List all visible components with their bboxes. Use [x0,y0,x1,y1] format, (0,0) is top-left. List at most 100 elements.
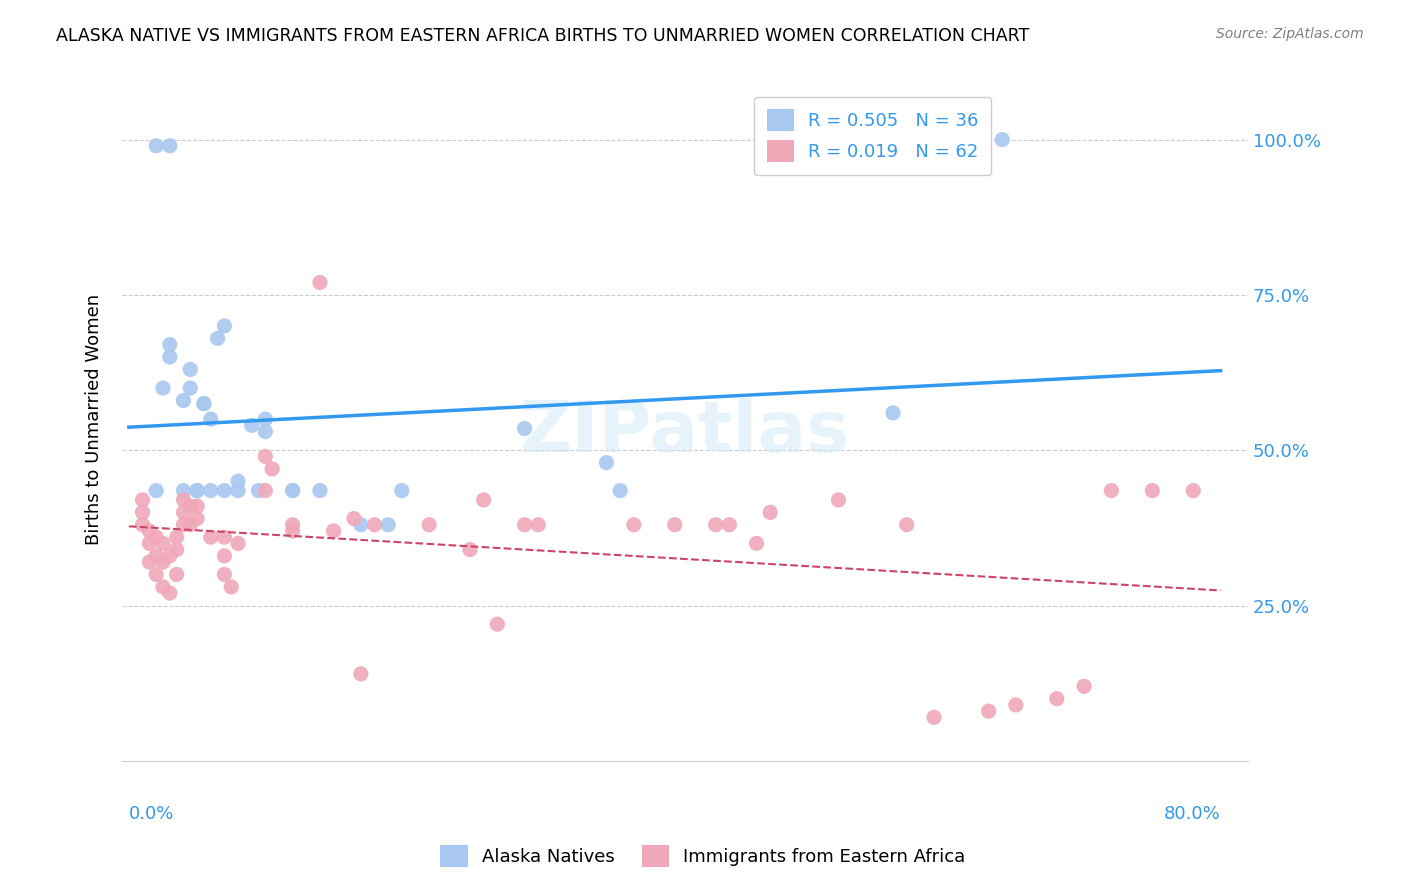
Point [527,517,550,532]
Point [977,704,1000,718]
Point [896,517,918,532]
Point [486,617,509,632]
Point [179,362,201,376]
Point [145,483,167,498]
Point [152,580,174,594]
Point [247,483,270,498]
Point [179,381,201,395]
Point [513,421,536,435]
Point [159,337,181,351]
Point [226,475,249,489]
Point [214,318,236,333]
Point [322,524,344,538]
Legend: R = 0.505   N = 36, R = 0.019   N = 62: R = 0.505 N = 36, R = 0.019 N = 62 [754,96,991,175]
Point [281,483,304,498]
Text: ZIPatlas: ZIPatlas [520,399,851,467]
Point [254,412,277,426]
Text: 0.0%: 0.0% [129,805,174,823]
Point [254,450,277,464]
Point [131,505,153,519]
Point [991,132,1014,146]
Point [159,549,181,563]
Point [145,549,167,563]
Point [186,499,208,513]
Point [172,483,194,498]
Point [281,524,304,538]
Point [1142,483,1164,498]
Point [922,710,945,724]
Point [377,517,399,532]
Point [172,505,194,519]
Point [595,456,617,470]
Point [152,536,174,550]
Point [186,483,208,498]
Point [343,511,366,525]
Point [159,586,181,600]
Point [418,517,440,532]
Point [145,138,167,153]
Text: ALASKA NATIVE VS IMMIGRANTS FROM EASTERN AFRICA BIRTHS TO UNMARRIED WOMEN CORREL: ALASKA NATIVE VS IMMIGRANTS FROM EASTERN… [56,27,1029,45]
Point [172,393,194,408]
Point [309,276,332,290]
Point [214,483,236,498]
Point [186,483,208,498]
Point [472,492,495,507]
Point [718,517,741,532]
Legend: Alaska Natives, Immigrants from Eastern Africa: Alaska Natives, Immigrants from Eastern … [433,838,973,874]
Point [745,536,768,550]
Point [458,542,481,557]
Point [254,425,277,439]
Point [254,483,277,498]
Point [1046,691,1069,706]
Point [664,517,686,532]
Text: 80.0%: 80.0% [1164,805,1220,823]
Point [214,530,236,544]
Point [363,517,385,532]
Point [827,492,849,507]
Point [704,517,727,532]
Point [513,517,536,532]
Point [179,517,201,532]
Point [226,536,249,550]
Point [131,492,153,507]
Point [131,517,153,532]
Point [145,530,167,544]
Point [219,580,242,594]
Point [159,138,181,153]
Point [609,483,631,498]
Point [138,555,160,569]
Point [1073,679,1095,693]
Point [309,483,332,498]
Point [179,499,201,513]
Point [623,517,645,532]
Point [200,530,222,544]
Point [1182,483,1205,498]
Point [214,549,236,563]
Point [759,505,782,519]
Text: Source: ZipAtlas.com: Source: ZipAtlas.com [1216,27,1364,41]
Point [186,511,208,525]
Point [193,396,215,410]
Point [138,524,160,538]
Point [226,483,249,498]
Point [350,517,373,532]
Point [214,567,236,582]
Point [1099,483,1122,498]
Point [152,555,174,569]
Point [172,517,194,532]
Point [391,483,413,498]
Point [240,418,263,433]
Point [200,483,222,498]
Point [138,536,160,550]
Point [166,542,188,557]
Point [166,567,188,582]
Point [262,462,284,476]
Point [882,406,904,420]
Point [200,412,222,426]
Point [281,483,304,498]
Point [193,396,215,410]
Point [281,517,304,532]
Point [145,567,167,582]
Point [207,331,229,345]
Point [172,492,194,507]
